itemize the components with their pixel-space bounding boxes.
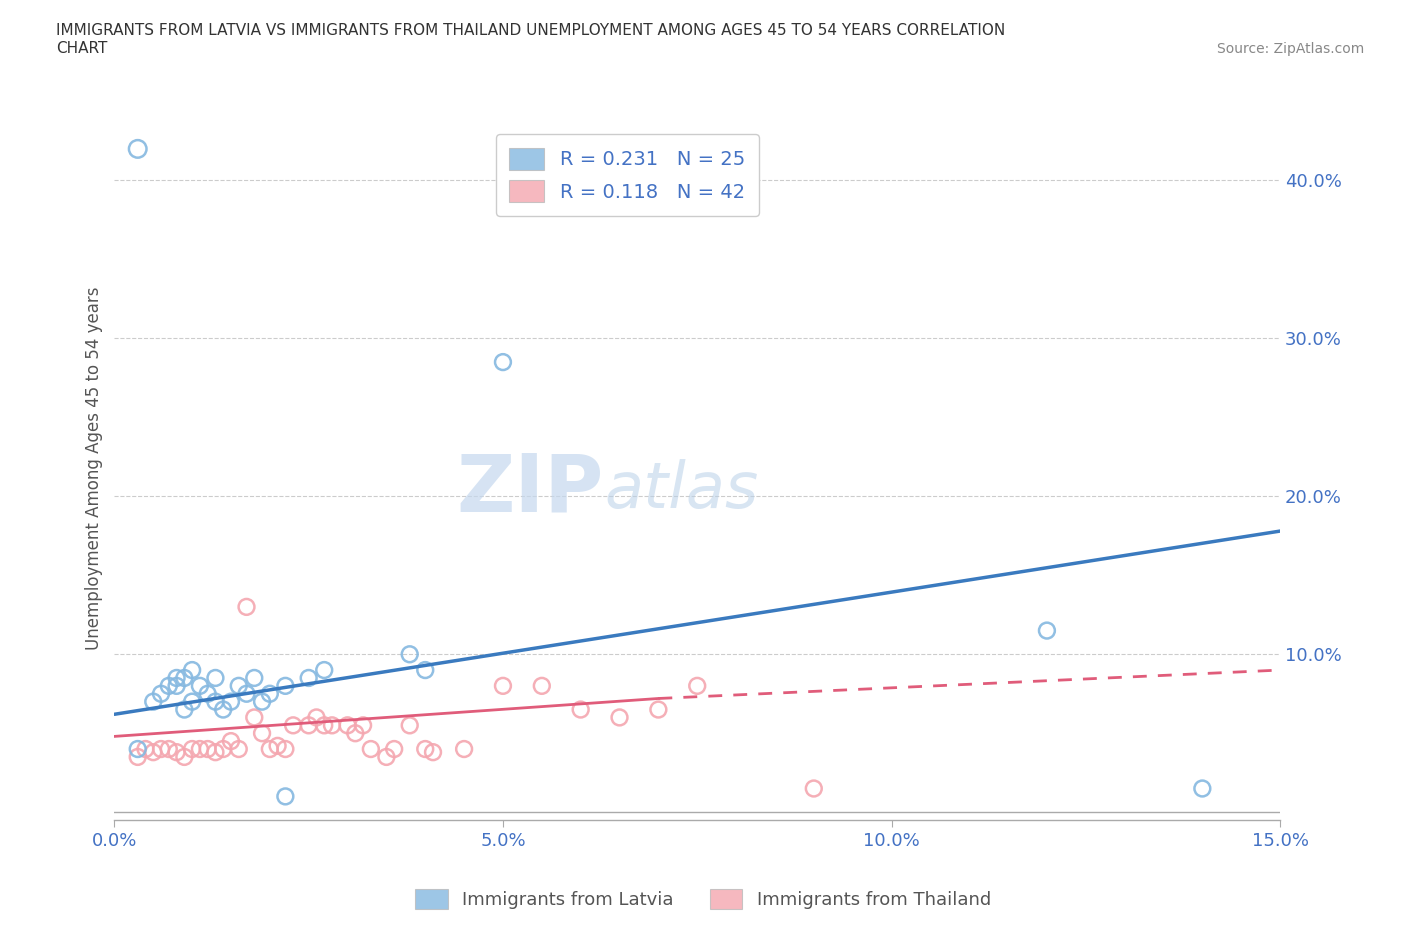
Point (197, 686, 219, 701)
Point (173, 671, 195, 685)
Point (197, 741, 219, 756)
Point (298, 671, 321, 685)
Point (398, 718, 420, 733)
Point (375, 750, 398, 764)
Point (413, 741, 436, 756)
Point (492, 354, 515, 369)
Point (569, 702, 592, 717)
Point (127, 741, 149, 756)
Point (173, 750, 195, 764)
Text: Source: ZipAtlas.com: Source: ZipAtlas.com (1216, 42, 1364, 56)
Point (243, 671, 266, 685)
Point (274, 678, 297, 693)
Point (150, 686, 173, 701)
Point (188, 678, 211, 693)
Text: atlas: atlas (605, 458, 758, 521)
Point (235, 686, 257, 701)
Point (181, 741, 204, 756)
Point (219, 694, 242, 709)
Point (157, 678, 180, 693)
Point (127, 141, 149, 156)
Text: ZIP: ZIP (457, 451, 605, 529)
Point (686, 678, 709, 693)
Point (228, 741, 250, 756)
Point (314, 662, 336, 677)
Text: IMMIGRANTS FROM LATVIA VS IMMIGRANTS FROM THAILAND UNEMPLOYMENT AMONG AGES 45 TO: IMMIGRANTS FROM LATVIA VS IMMIGRANTS FRO… (56, 23, 1005, 56)
Point (243, 710, 266, 724)
Point (492, 678, 515, 693)
Point (188, 741, 211, 756)
Point (181, 662, 204, 677)
Point (413, 662, 436, 677)
Point (212, 741, 235, 756)
Point (298, 718, 321, 733)
Point (281, 718, 304, 733)
Point (336, 718, 359, 733)
Point (453, 741, 475, 756)
Point (647, 702, 669, 717)
Point (422, 745, 444, 760)
Point (212, 702, 235, 717)
Point (530, 678, 553, 693)
Point (398, 647, 420, 662)
Point (382, 741, 405, 756)
Point (314, 718, 336, 733)
Point (228, 678, 250, 693)
Point (360, 741, 382, 756)
Point (250, 694, 273, 709)
Point (235, 600, 257, 615)
Point (134, 741, 156, 756)
Point (142, 745, 165, 760)
Point (259, 686, 281, 701)
Point (150, 741, 173, 756)
Point (173, 702, 195, 717)
Point (344, 725, 367, 740)
Y-axis label: Unemployment Among Ages 45 to 54 years: Unemployment Among Ages 45 to 54 years (86, 287, 103, 650)
Point (204, 694, 226, 709)
Point (803, 781, 825, 796)
Point (127, 750, 149, 764)
Point (609, 710, 631, 724)
Point (305, 710, 328, 724)
Legend: R = 0.231   N = 25, R = 0.118   N = 42: R = 0.231 N = 25, R = 0.118 N = 42 (496, 134, 759, 216)
Point (259, 741, 281, 756)
Point (204, 745, 226, 760)
Point (1036, 623, 1059, 638)
Point (250, 725, 273, 740)
Point (1191, 781, 1213, 796)
Point (166, 671, 188, 685)
Point (219, 734, 242, 749)
Point (181, 694, 204, 709)
Point (166, 678, 188, 693)
Point (321, 718, 343, 733)
Point (166, 745, 188, 760)
Point (142, 694, 165, 709)
Point (274, 741, 297, 756)
Legend: Immigrants from Latvia, Immigrants from Thailand: Immigrants from Latvia, Immigrants from … (408, 882, 998, 916)
Point (204, 671, 226, 685)
Point (274, 789, 297, 804)
Point (266, 738, 288, 753)
Point (157, 741, 180, 756)
Point (352, 718, 374, 733)
